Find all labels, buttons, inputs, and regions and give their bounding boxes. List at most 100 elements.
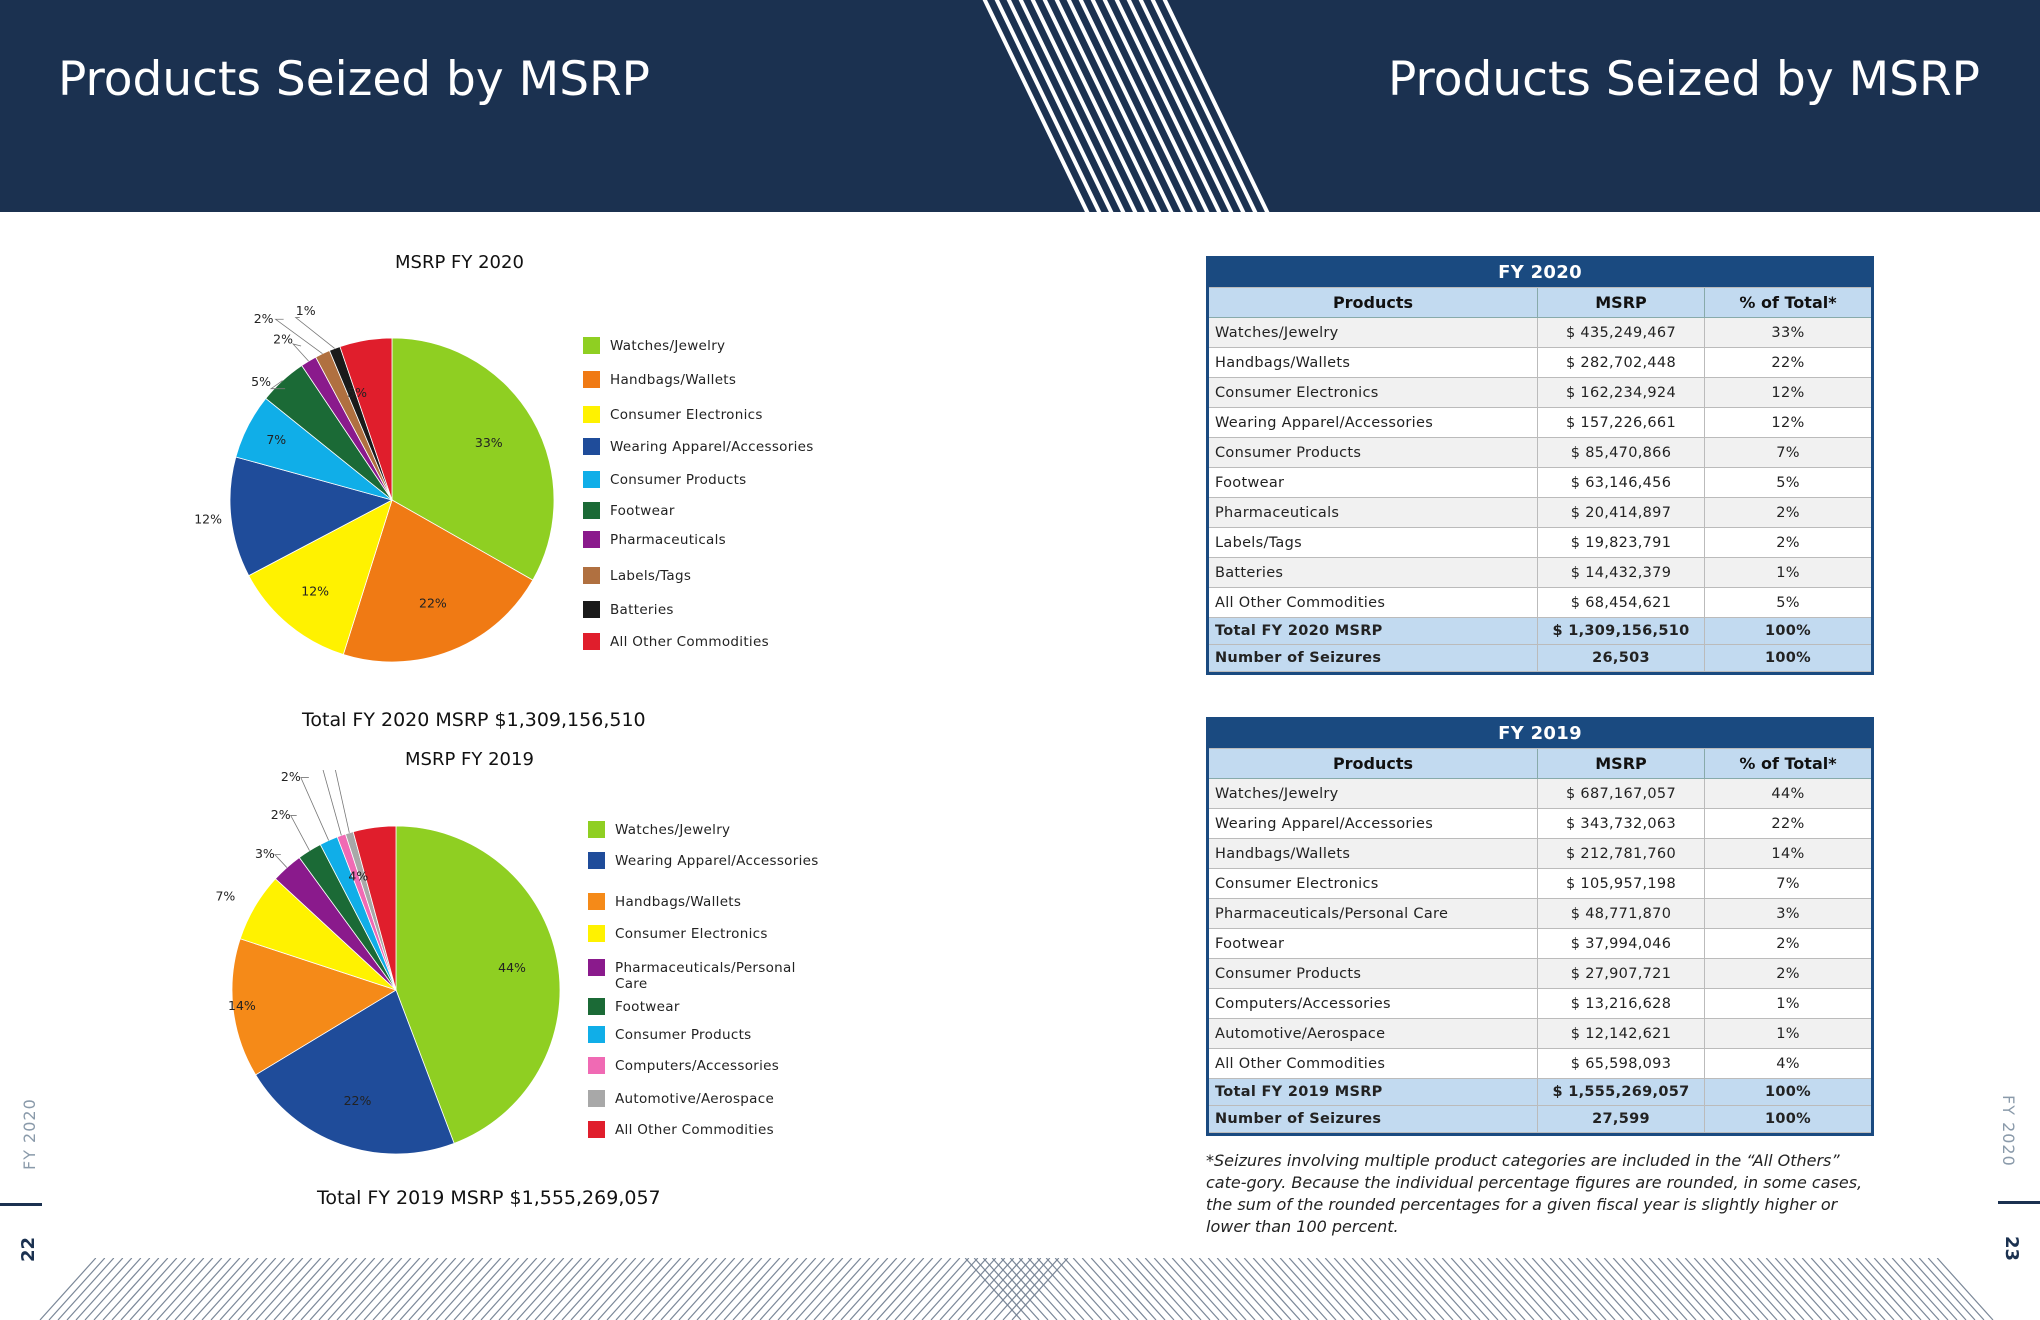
cell-msrp: $ 13,216,628 xyxy=(1537,988,1705,1019)
footer-stripe xyxy=(1279,1258,1337,1320)
cell-percent: 4% xyxy=(1704,1048,1871,1079)
legend-item: Handbags/Wallets xyxy=(588,893,742,910)
footer-stripe xyxy=(1135,1258,1193,1320)
footer-stripe xyxy=(696,1258,754,1320)
footer-stripe xyxy=(1117,1258,1175,1320)
legend-swatch xyxy=(588,821,605,838)
table-row: Consumer Products $ 85,470,866 7% xyxy=(1209,437,1871,468)
cell-msrp: $ 85,470,866 xyxy=(1537,437,1705,468)
footer-stripe xyxy=(894,1258,952,1320)
cell-msrp: $ 12,142,621 xyxy=(1537,1018,1705,1049)
legend-label: Footwear xyxy=(615,999,680,1015)
footer-stripe xyxy=(1144,1258,1202,1320)
pie-data-label: 7% xyxy=(215,888,235,903)
pie-leader-line xyxy=(291,343,309,362)
footer-stripe xyxy=(1594,1258,1652,1320)
footer-stripe xyxy=(912,1258,970,1320)
table-total-row: Total FY 2019 MSRP $ 1,555,269,057 100% xyxy=(1209,1078,1871,1106)
legend-item: Computers/Accessories xyxy=(588,1057,779,1074)
legend-item: Consumer Electronics xyxy=(588,925,768,942)
column-header-products: Products xyxy=(1209,748,1538,779)
footer-stripe xyxy=(1783,1258,1841,1320)
footer-stripe xyxy=(1531,1258,1589,1320)
pie-leader-line xyxy=(290,815,310,851)
pie-leader-line xyxy=(273,854,288,868)
footer-stripe xyxy=(1153,1258,1211,1320)
table-row: Consumer Electronics $ 162,234,924 12% xyxy=(1209,377,1871,408)
footer-stripe xyxy=(1162,1258,1220,1320)
footer-stripe xyxy=(1126,1258,1184,1320)
footer-stripe xyxy=(1045,1258,1103,1320)
footer-stripe xyxy=(966,1258,1024,1320)
footer-stripe xyxy=(858,1258,916,1320)
footer-stripe xyxy=(1711,1258,1769,1320)
footer-stripe-decoration xyxy=(39,1258,1994,1320)
cell-product: Pharmaceuticals xyxy=(1209,497,1538,528)
footer-stripe xyxy=(1324,1258,1382,1320)
legend-swatch xyxy=(583,531,600,548)
cell-total-label: Number of Seizures xyxy=(1209,644,1538,672)
footer-stripe xyxy=(964,1258,1022,1320)
footer-stripe xyxy=(930,1258,988,1320)
footer-stripe xyxy=(372,1258,430,1320)
footer-stripe xyxy=(982,1258,1040,1320)
cell-msrp: $ 48,771,870 xyxy=(1537,898,1705,929)
footer-stripe xyxy=(1018,1258,1076,1320)
header-stripe xyxy=(1054,0,1162,212)
footer-stripe xyxy=(588,1258,646,1320)
pie-data-label: 2% xyxy=(271,807,291,822)
column-header-percent: % of Total* xyxy=(1704,748,1871,779)
header-stripe xyxy=(1030,0,1138,212)
footer-stripe xyxy=(885,1258,943,1320)
footer-stripe xyxy=(903,1258,961,1320)
column-header-msrp: MSRP xyxy=(1537,287,1705,318)
pie-data-label: 22% xyxy=(419,596,447,611)
cell-product: Footwear xyxy=(1209,467,1538,498)
cell-percent: 1% xyxy=(1704,988,1871,1019)
legend-label: Consumer Electronics xyxy=(615,926,768,942)
header-stripe xyxy=(1018,0,1126,212)
header-stripe xyxy=(994,0,1102,212)
cell-percent: 12% xyxy=(1704,377,1871,408)
footer-stripe xyxy=(1423,1258,1481,1320)
page-header: Products Seized by MSRP Products Seized … xyxy=(0,0,2040,212)
chart-total-fy2020: Total FY 2020 MSRP $1,309,156,510 xyxy=(302,709,646,731)
footer-stripe xyxy=(849,1258,907,1320)
legend-item: Automotive/Aerospace xyxy=(588,1090,774,1107)
footer-stripe xyxy=(1441,1258,1499,1320)
legend-item: Watches/Jewelry xyxy=(583,337,725,354)
footer-stripe xyxy=(1081,1258,1139,1320)
pie-data-label: 4% xyxy=(348,869,368,884)
footer-stripe xyxy=(1252,1258,1310,1320)
legend-label: Handbags/Wallets xyxy=(615,894,742,910)
table-row: Labels/Tags $ 19,823,791 2% xyxy=(1209,527,1871,558)
footer-stripe xyxy=(246,1258,304,1320)
cell-product: Wearing Apparel/Accessories xyxy=(1209,407,1538,438)
table-row: Handbags/Wallets $ 212,781,760 14% xyxy=(1209,838,1871,869)
footer-stripe xyxy=(1297,1258,1355,1320)
legend-swatch xyxy=(583,633,600,650)
table-row: Footwear $ 37,994,046 2% xyxy=(1209,928,1871,959)
table-row: Computers/Accessories $ 13,216,628 1% xyxy=(1209,988,1871,1019)
footer-stripe xyxy=(1585,1258,1643,1320)
footer-stripe xyxy=(561,1258,619,1320)
footer-stripe xyxy=(453,1258,511,1320)
pie-leader-line xyxy=(300,777,330,841)
cell-product: Footwear xyxy=(1209,928,1538,959)
cell-product: Wearing Apparel/Accessories xyxy=(1209,808,1538,839)
footer-stripe xyxy=(1036,1258,1094,1320)
footer-stripe xyxy=(1792,1258,1850,1320)
table-caption: FY 2020 xyxy=(1209,259,1871,288)
footer-stripe xyxy=(804,1258,862,1320)
footer-stripe xyxy=(1000,1258,1058,1320)
pie-data-label: 22% xyxy=(344,1093,372,1108)
footer-stripe xyxy=(507,1258,565,1320)
pie-data-label: 14% xyxy=(228,998,256,1013)
table-caption: FY 2019 xyxy=(1209,720,1871,749)
footer-stripe xyxy=(831,1258,889,1320)
footer-stripe xyxy=(354,1258,412,1320)
footer-stripe xyxy=(498,1258,556,1320)
footer-stripe xyxy=(1864,1258,1922,1320)
footer-stripe xyxy=(156,1258,214,1320)
column-header-products: Products xyxy=(1209,287,1538,318)
